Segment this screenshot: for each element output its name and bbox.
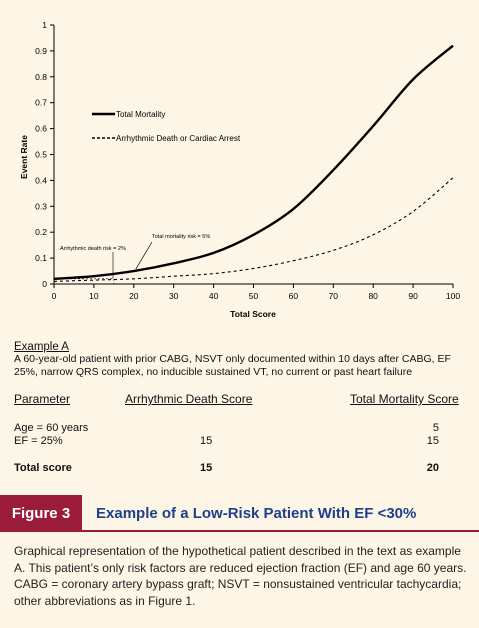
row-ef-parameter: EF = 25% [14, 435, 63, 447]
x-axis-label: Total Score [230, 309, 276, 319]
annotations: Total mortality risk = 5% Arrhythmic deat… [54, 234, 210, 284]
legend-label: Total Mortality [116, 110, 165, 119]
legend: Total Mortality Arrhythmic Death or Cardi… [92, 110, 241, 143]
example-description: A 60-year-old patient with prior CABG, N… [14, 353, 451, 378]
x-tick-label: 80 [368, 291, 378, 301]
y-tick-label: 0.4 [35, 175, 47, 185]
series-line-total-mortality [53, 44, 454, 281]
y-tick-label: 0.2 [35, 227, 47, 237]
series-layer [53, 44, 454, 282]
y-tick-label: 0.9 [35, 46, 47, 56]
y-tick-label: 0 [42, 279, 47, 289]
legend-label: Arrhythmic Death or Cardiac Arrest [116, 134, 241, 143]
x-tick-label: 60 [289, 291, 299, 301]
figure-label: Figure 3 [0, 495, 82, 532]
x-tick-label: 50 [249, 291, 259, 301]
row-total-arrhythmic: 15 [200, 462, 213, 474]
row-total-parameter: Total score [14, 462, 72, 474]
row-ef-arrhythmic: 15 [200, 435, 213, 447]
x-tick-label: 70 [329, 291, 339, 301]
annotation-arrhythmic-death-risk: Arrhythmic death risk = 2% [60, 246, 126, 252]
y-tick-label: 0.1 [35, 253, 47, 263]
figure-header: Figure 3 Example of a Low-Risk Patient W… [0, 495, 479, 532]
event-rate-chart: 00.10.20.30.40.50.60.70.80.910 10 20 30 40 50… [19, 20, 460, 319]
header-total-mortality-score: Total Mortality Score [350, 392, 459, 406]
y-axis-label: Event Rate [19, 135, 29, 179]
x-tick-label: 30 [169, 291, 179, 301]
y-tick-label: 0.5 [35, 150, 47, 160]
figure-caption: Graphical representation of the hypothet… [14, 544, 467, 608]
row-total-total: 20 [426, 462, 439, 474]
x-tick-label: 0 [52, 291, 57, 301]
x-tick-label: 90 [408, 291, 418, 301]
tick-labels: 00.10.20.30.40.50.60.70.80.910 10 20 30 40 50… [35, 20, 460, 301]
y-tick-label: 0.7 [35, 98, 47, 108]
row-ef-total: 15 [426, 435, 439, 447]
row-age-parameter: Age = 60 years [14, 422, 89, 434]
y-tick-label: 0.8 [35, 72, 47, 82]
example-title: Example A [14, 341, 69, 353]
x-tick-label: 20 [129, 291, 139, 301]
header-arrhythmic-death-score: Arrhythmic Death Score [125, 392, 253, 406]
x-tick-label: 40 [209, 291, 219, 301]
series-line-arrhythmic-death [53, 177, 454, 282]
x-tick-label: 10 [89, 291, 99, 301]
chart-axes [50, 24, 454, 288]
row-age-total: 5 [432, 422, 439, 434]
annotation-total-mortality-risk: Total mortality risk = 5% [152, 234, 210, 240]
figure-title: Example of a Low-Risk Patient With EF <3… [96, 505, 417, 522]
annotation-arrow [135, 241, 153, 270]
figure-divider [82, 530, 479, 532]
x-tick-label: 100 [446, 291, 460, 301]
y-tick-label: 0.3 [35, 201, 47, 211]
header-parameter: Parameter [14, 392, 71, 406]
y-tick-label: 0.6 [35, 124, 47, 134]
y-tick-label: 1 [42, 20, 47, 30]
